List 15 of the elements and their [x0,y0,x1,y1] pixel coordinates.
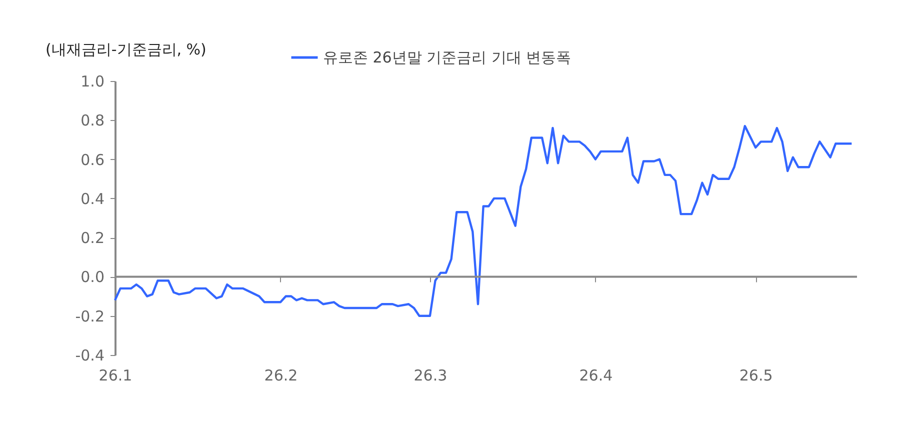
y-tick-label: 0.2 [80,229,104,248]
x-tick-label: 26.1 [98,366,132,384]
x-tick-label: 26.5 [739,366,773,384]
y-tick-label: 0.8 [80,112,104,130]
y-tick-label: 0.0 [80,268,104,286]
y-axis-title: (내재금리-기준금리, %) [46,40,206,58]
y-tick-label: 0.4 [80,190,104,208]
x-tick-label: 26.4 [579,366,613,384]
x-tick-label: 26.3 [414,366,448,384]
y-tick-label: -0.4 [75,346,104,364]
y-tick-label: 1.0 [80,72,104,90]
y-tick-label: -0.2 [75,307,104,326]
y-tick-label: 0.6 [80,150,104,169]
x-tick-label: 26.2 [264,366,298,384]
legend-label: 유로존 26년말 기준금리 기대 변동폭 [323,48,572,66]
